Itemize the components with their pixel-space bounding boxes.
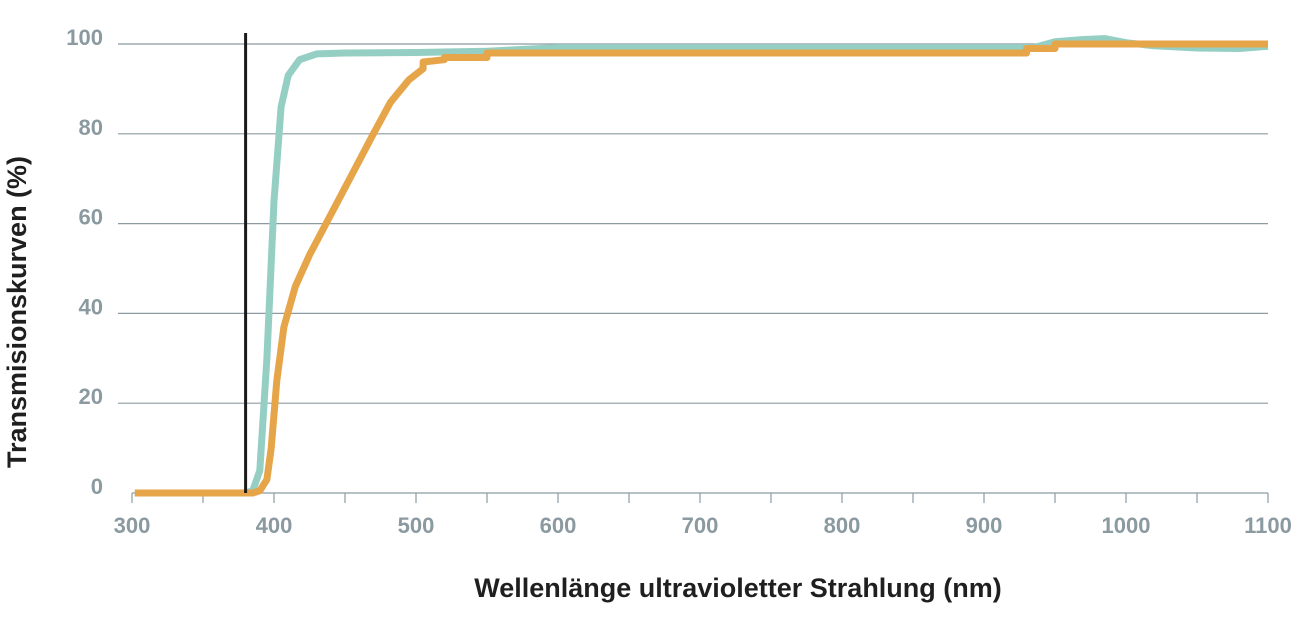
y-axis-title: Transmisionskurven (%) xyxy=(2,156,32,468)
x-tick-labels: 300 400 500 600 700 800 900 1000 1100 xyxy=(114,513,1292,538)
y-tick-label-80: 80 xyxy=(79,115,103,140)
x-tick-label-600: 600 xyxy=(540,513,577,538)
y-tick-label-100: 100 xyxy=(66,25,103,50)
y-tick-label-40: 40 xyxy=(79,294,103,319)
y-tick-label-60: 60 xyxy=(79,205,103,230)
y-tick-labels: 0 20 40 60 80 100 xyxy=(66,25,103,499)
y-tick-label-20: 20 xyxy=(79,384,103,409)
x-tick-label-300: 300 xyxy=(114,513,151,538)
x-axis-ticks xyxy=(131,493,1269,503)
x-tick-label-1100: 1100 xyxy=(1244,513,1292,538)
x-tick-label-500: 500 xyxy=(398,513,435,538)
grid-lines xyxy=(118,43,1268,494)
x-axis-title: Wellenlänge ultravioletter Strahlung (nm… xyxy=(474,573,1002,603)
y-tick-label-0: 0 xyxy=(91,474,103,499)
x-tick-label-1000: 1000 xyxy=(1102,513,1151,538)
x-tick-label-400: 400 xyxy=(256,513,293,538)
data-series xyxy=(134,35,1269,497)
x-tick-label-900: 900 xyxy=(966,513,1003,538)
series-line-orange xyxy=(134,40,1268,497)
x-tick-label-800: 800 xyxy=(824,513,861,538)
x-tick-label-700: 700 xyxy=(682,513,719,538)
